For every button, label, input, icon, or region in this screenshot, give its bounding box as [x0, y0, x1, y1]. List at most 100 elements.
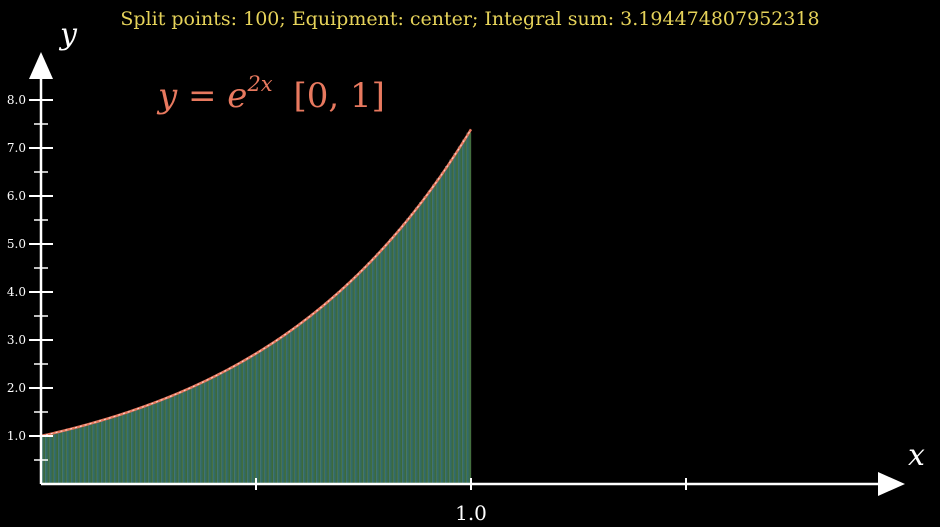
riemann-bar: [70, 428, 76, 485]
riemann-bar: [320, 305, 326, 485]
riemann-bar: [255, 352, 261, 485]
riemann-bar: [131, 410, 136, 485]
x-axis-label: x: [908, 438, 925, 473]
riemann-bar: [290, 329, 295, 485]
riemann-bar: [376, 253, 381, 485]
riemann-bar: [350, 279, 356, 485]
riemann-bar: [238, 362, 244, 485]
riemann-bar: [457, 146, 463, 485]
riemann-bar: [316, 309, 321, 485]
riemann-bar: [58, 431, 63, 485]
riemann-bar: [161, 398, 166, 485]
riemann-bar: [406, 218, 412, 485]
riemann-bar: [66, 429, 72, 485]
y-tick-label: 3.0: [7, 333, 26, 347]
riemann-bar: [453, 153, 459, 485]
riemann-bar: [96, 420, 102, 485]
riemann-bar: [92, 422, 98, 485]
riemann-bar: [208, 378, 214, 485]
riemann-bar: [277, 338, 283, 485]
riemann-bar: [165, 397, 171, 485]
riemann-bar: [389, 238, 394, 485]
riemann-bar: [367, 262, 373, 485]
riemann-bar: [354, 275, 360, 485]
riemann-bar: [423, 196, 429, 485]
riemann-bar: [152, 402, 158, 485]
riemann-bar: [113, 415, 119, 485]
y-axis-arrow: [29, 52, 53, 79]
riemann-bar: [303, 319, 308, 485]
riemann-bar: [393, 233, 399, 485]
riemann-bar: [268, 343, 274, 485]
riemann-bar: [234, 364, 240, 485]
riemann-bar: [212, 375, 218, 485]
formula-interval: [0, 1]: [293, 76, 385, 116]
riemann-bar: [225, 369, 231, 485]
riemann-bar: [49, 433, 55, 485]
riemann-bar: [191, 386, 197, 485]
riemann-bar: [273, 341, 278, 485]
riemann-bar: [440, 172, 446, 485]
formula-exponent: 2x: [247, 72, 273, 96]
riemann-bar: [432, 184, 437, 485]
y-tick-label: 1.0: [7, 429, 26, 443]
riemann-bar: [419, 201, 424, 485]
x-tick-label: 1.0: [455, 501, 487, 525]
y-tick-label: 4.0: [7, 285, 26, 299]
riemann-bar: [251, 354, 257, 485]
y-tick-label: 7.0: [7, 141, 26, 155]
riemann-bar: [204, 380, 209, 485]
function-formula: y = e2x [0, 1]: [158, 72, 385, 116]
riemann-bar: [397, 228, 403, 485]
riemann-bar: [88, 423, 93, 485]
formula-base: y = e: [158, 76, 248, 116]
y-tick-label: 8.0: [7, 93, 26, 107]
riemann-bar: [195, 384, 201, 485]
riemann-bar: [384, 243, 390, 485]
riemann-bar: [118, 414, 123, 485]
y-axis: 1.0 2.0 3.0 4.0 5.0 6.0 7.0 8.0: [7, 52, 53, 484]
riemann-bar: [311, 312, 317, 485]
riemann-bar: [229, 366, 235, 485]
riemann-bar: [148, 403, 154, 485]
riemann-bar: [260, 349, 265, 485]
riemann-bar: [359, 270, 364, 485]
riemann-bar: [363, 266, 369, 485]
function-curve-sample-dots: [40, 129, 472, 437]
riemann-bar: [264, 346, 270, 485]
riemann-bar: [449, 159, 455, 485]
riemann-bar: [126, 411, 132, 485]
riemann-bar: [427, 190, 433, 485]
riemann-bar: [371, 257, 377, 485]
riemann-bar: [294, 326, 300, 485]
riemann-bar: [143, 405, 149, 485]
riemann-bar: [105, 418, 111, 485]
riemann-bar: [337, 291, 343, 485]
riemann-bar: [221, 371, 227, 485]
riemann-bar: [346, 283, 351, 485]
riemann-bar: [247, 357, 252, 485]
riemann-bar: [122, 412, 128, 485]
riemann-bar: [328, 298, 334, 485]
riemann-bar: [135, 408, 141, 485]
riemann-bar: [178, 391, 184, 485]
riemann-bar: [174, 393, 179, 485]
riemann-bar: [445, 166, 450, 485]
riemann-bar: [298, 322, 304, 485]
x-axis: 1.0: [41, 472, 905, 525]
y-tick-label: 6.0: [7, 189, 26, 203]
riemann-bar: [380, 248, 386, 485]
riemann-bar: [186, 388, 192, 485]
y-axis-label: y: [58, 17, 78, 52]
riemann-bar: [62, 430, 68, 485]
riemann-bar: [79, 425, 85, 485]
riemann-bars: [40, 132, 472, 485]
riemann-bar: [75, 426, 80, 485]
y-tick-label: 5.0: [7, 237, 26, 251]
riemann-bar: [414, 207, 420, 485]
riemann-bar: [217, 373, 222, 485]
riemann-bar: [242, 359, 248, 485]
riemann-bar: [436, 178, 442, 485]
riemann-bar: [285, 332, 291, 485]
